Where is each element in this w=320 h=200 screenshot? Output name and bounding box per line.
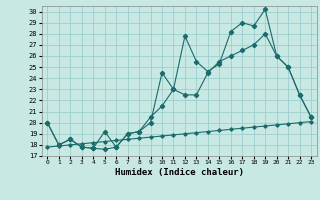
- X-axis label: Humidex (Indice chaleur): Humidex (Indice chaleur): [115, 168, 244, 177]
